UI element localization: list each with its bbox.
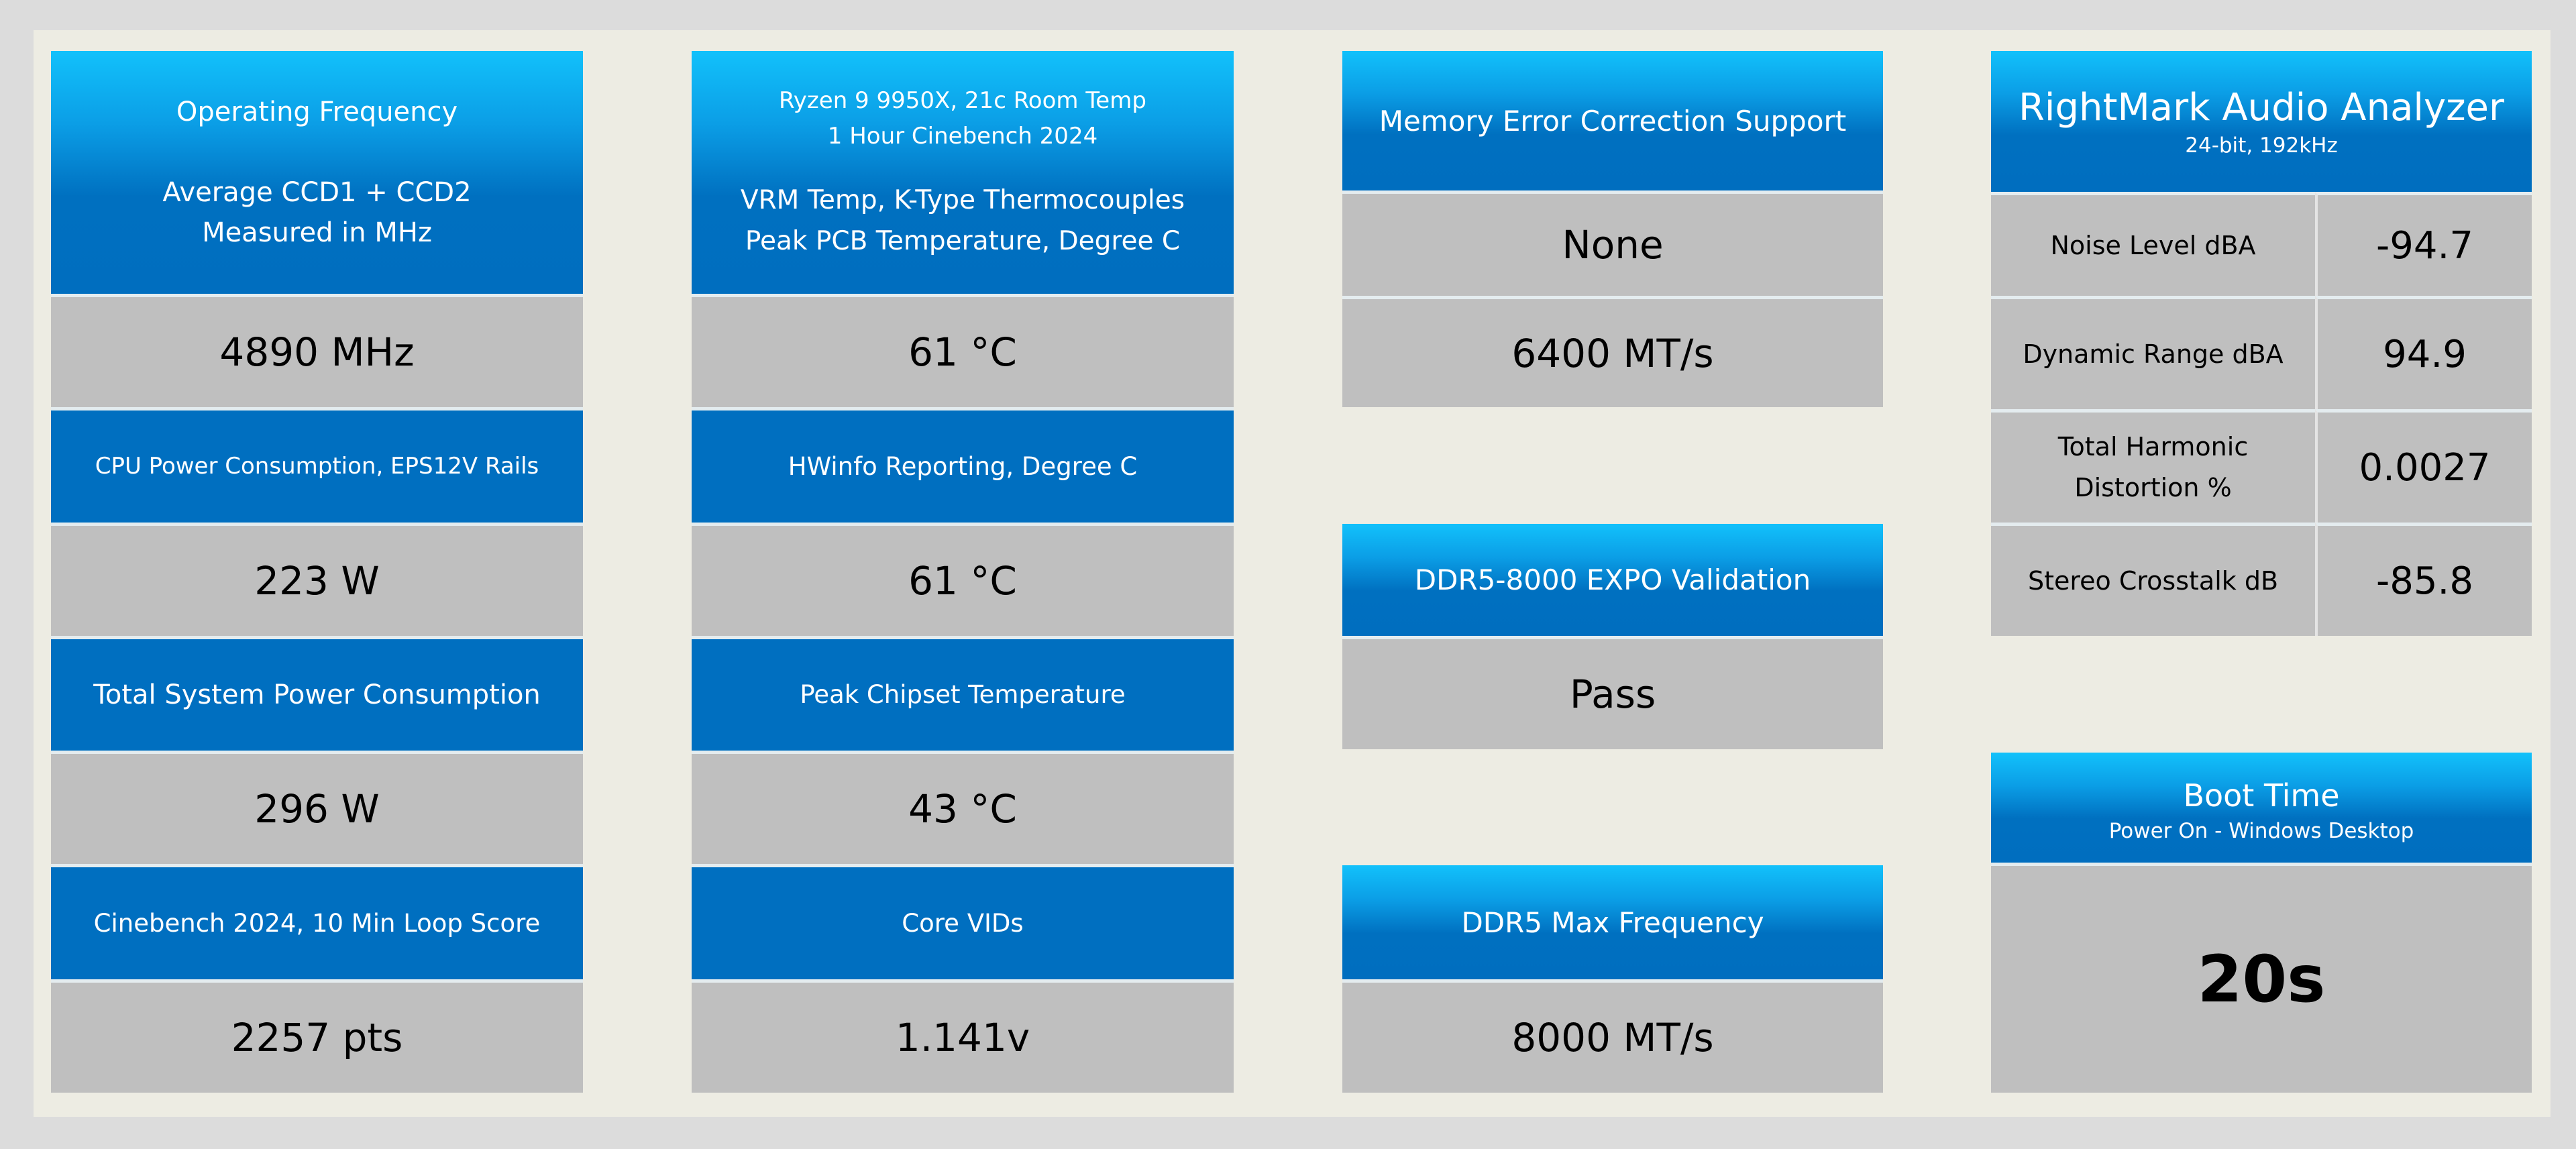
label-line: Total Harmonic [2057, 432, 2249, 462]
header-title: Memory Error Correction Support [1379, 104, 1847, 138]
audio-title: RightMark Audio Analyzer [2018, 85, 2504, 129]
header-title: HWinfo Reporting, Degree C [788, 451, 1138, 481]
ecc-value: None [1342, 190, 1883, 296]
label-line: Distortion % [2074, 473, 2232, 502]
cinebench-header: Cinebench 2024, 10 Min Loop Score [51, 864, 583, 979]
header-title: Core VIDs [902, 908, 1024, 938]
header-line: Peak PCB Temperature, Degree C [745, 225, 1181, 256]
expo-header: DDR5-8000 EXPO Validation [1342, 524, 1883, 636]
vrm-temp-value: 61 °C [692, 294, 1234, 407]
hwinfo-header: HWinfo Reporting, Degree C [692, 407, 1234, 523]
header-line: Average CCD1 + CCD2 [162, 177, 472, 208]
core-vids-header: Core VIDs [692, 864, 1234, 979]
header-line: Measured in MHz [202, 217, 432, 248]
core-vids-value: 1.141v [692, 979, 1234, 1093]
audio-label-thd: Total Harmonic Distortion % [1991, 409, 2315, 523]
operating-frequency-header: Operating Frequency Average CCD1 + CCD2 … [51, 51, 583, 294]
system-power-value: 296 W [51, 751, 583, 864]
cpu-power-value: 223 W [51, 523, 583, 636]
header-title: Peak Chipset Temperature [800, 680, 1126, 710]
ecc-speed-value: 6400 MT/s [1342, 296, 1883, 407]
chipset-temp-value: 43 °C [692, 751, 1234, 864]
vrm-temp-header: Ryzen 9 9950X, 21c Room Temp 1 Hour Cine… [692, 51, 1234, 294]
header-title: Operating Frequency [176, 97, 458, 127]
chipset-temp-header: Peak Chipset Temperature [692, 636, 1234, 751]
ecc-header: Memory Error Correction Support [1342, 51, 1883, 190]
cpu-power-header: CPU Power Consumption, EPS12V Rails [51, 407, 583, 523]
hwinfo-value: 61 °C [692, 523, 1234, 636]
audio-header: RightMark Audio Analyzer 24-bit, 192kHz [1991, 51, 2532, 192]
max-frequency-value: 8000 MT/s [1342, 979, 1883, 1093]
header-title: CPU Power Consumption, EPS12V Rails [95, 453, 539, 480]
audio-value-noise: -94.7 [2315, 192, 2532, 296]
header-title: Cinebench 2024, 10 Min Loop Score [93, 908, 541, 938]
header-title: DDR5-8000 EXPO Validation [1414, 563, 1811, 596]
cinebench-value: 2257 pts [51, 979, 583, 1093]
header-line: Ryzen 9 9950X, 21c Room Temp [779, 87, 1146, 114]
audio-value-crosstalk: -85.8 [2315, 523, 2532, 636]
system-power-header: Total System Power Consumption [51, 636, 583, 751]
operating-frequency-value: 4890 MHz [51, 294, 583, 407]
header-line: VRM Temp, K-Type Thermocouples [740, 185, 1185, 216]
max-frequency-header: DDR5 Max Frequency [1342, 865, 1883, 979]
audio-value-thd: 0.0027 [2315, 409, 2532, 523]
boot-time-header: Boot Time Power On - Windows Desktop [1991, 753, 2532, 863]
header-title: Total System Power Consumption [93, 679, 541, 710]
header-line: 1 Hour Cinebench 2024 [827, 122, 1098, 150]
header-title: DDR5 Max Frequency [1461, 906, 1764, 939]
boot-title: Boot Time [2183, 777, 2340, 814]
expo-value: Pass [1342, 636, 1883, 749]
boot-subtitle: Power On - Windows Desktop [2108, 818, 2414, 843]
audio-label-crosstalk: Stereo Crosstalk dB [1991, 523, 2315, 636]
audio-value-dynamic-range: 94.9 [2315, 296, 2532, 409]
audio-label-dynamic-range: Dynamic Range dBA [1991, 296, 2315, 409]
audio-subtitle: 24-bit, 192kHz [2185, 133, 2338, 158]
boot-time-value: 20s [1991, 863, 2532, 1093]
audio-label-noise: Noise Level dBA [1991, 192, 2315, 296]
